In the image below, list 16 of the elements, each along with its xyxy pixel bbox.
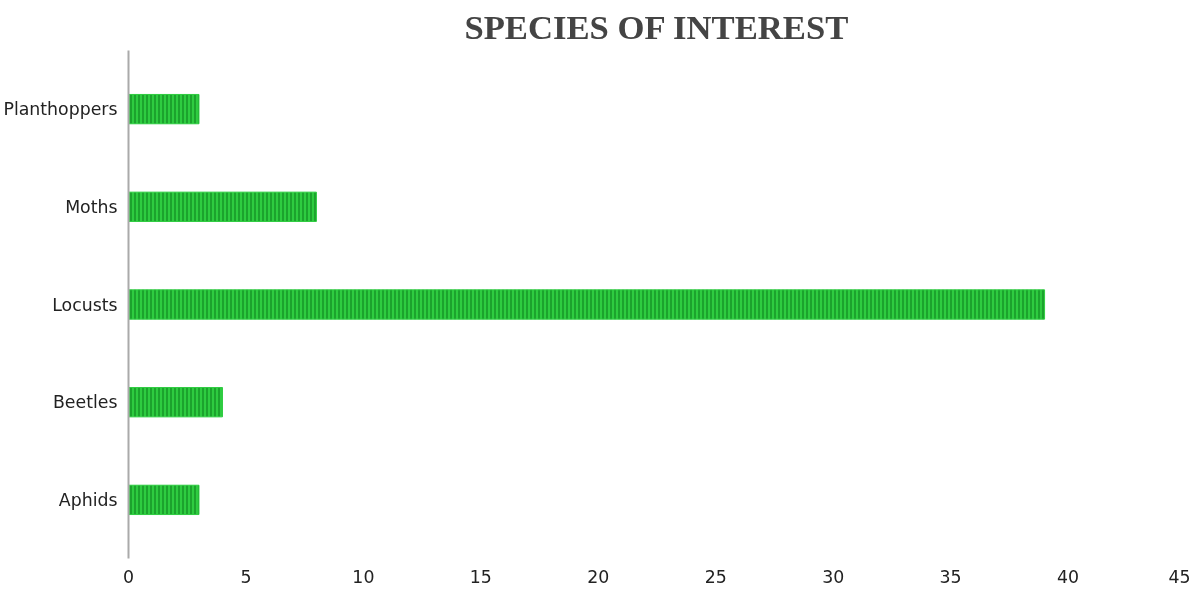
x-tick-label: 40: [1057, 566, 1080, 587]
y-tick-label: Aphids: [58, 489, 118, 510]
x-tick-label: 20: [587, 566, 610, 587]
chart-title: SPECIES OF INTEREST: [464, 7, 849, 46]
x-tick-label: 25: [704, 566, 727, 587]
y-tick-label: Planthoppers: [3, 99, 118, 120]
x-tick-label: 0: [122, 566, 135, 587]
x-tick-label: 35: [939, 566, 962, 587]
x-tick-label: 15: [469, 566, 492, 587]
x-tick-label: 5: [240, 566, 252, 587]
x-tick-label: 10: [352, 566, 375, 587]
y-tick-label: Moths: [65, 196, 118, 217]
x-tick-label: 30: [822, 566, 845, 587]
y-tick-label: Locusts: [52, 294, 118, 315]
x-tick-label: 45: [1168, 566, 1191, 587]
y-tick-label: Beetles: [52, 392, 118, 413]
